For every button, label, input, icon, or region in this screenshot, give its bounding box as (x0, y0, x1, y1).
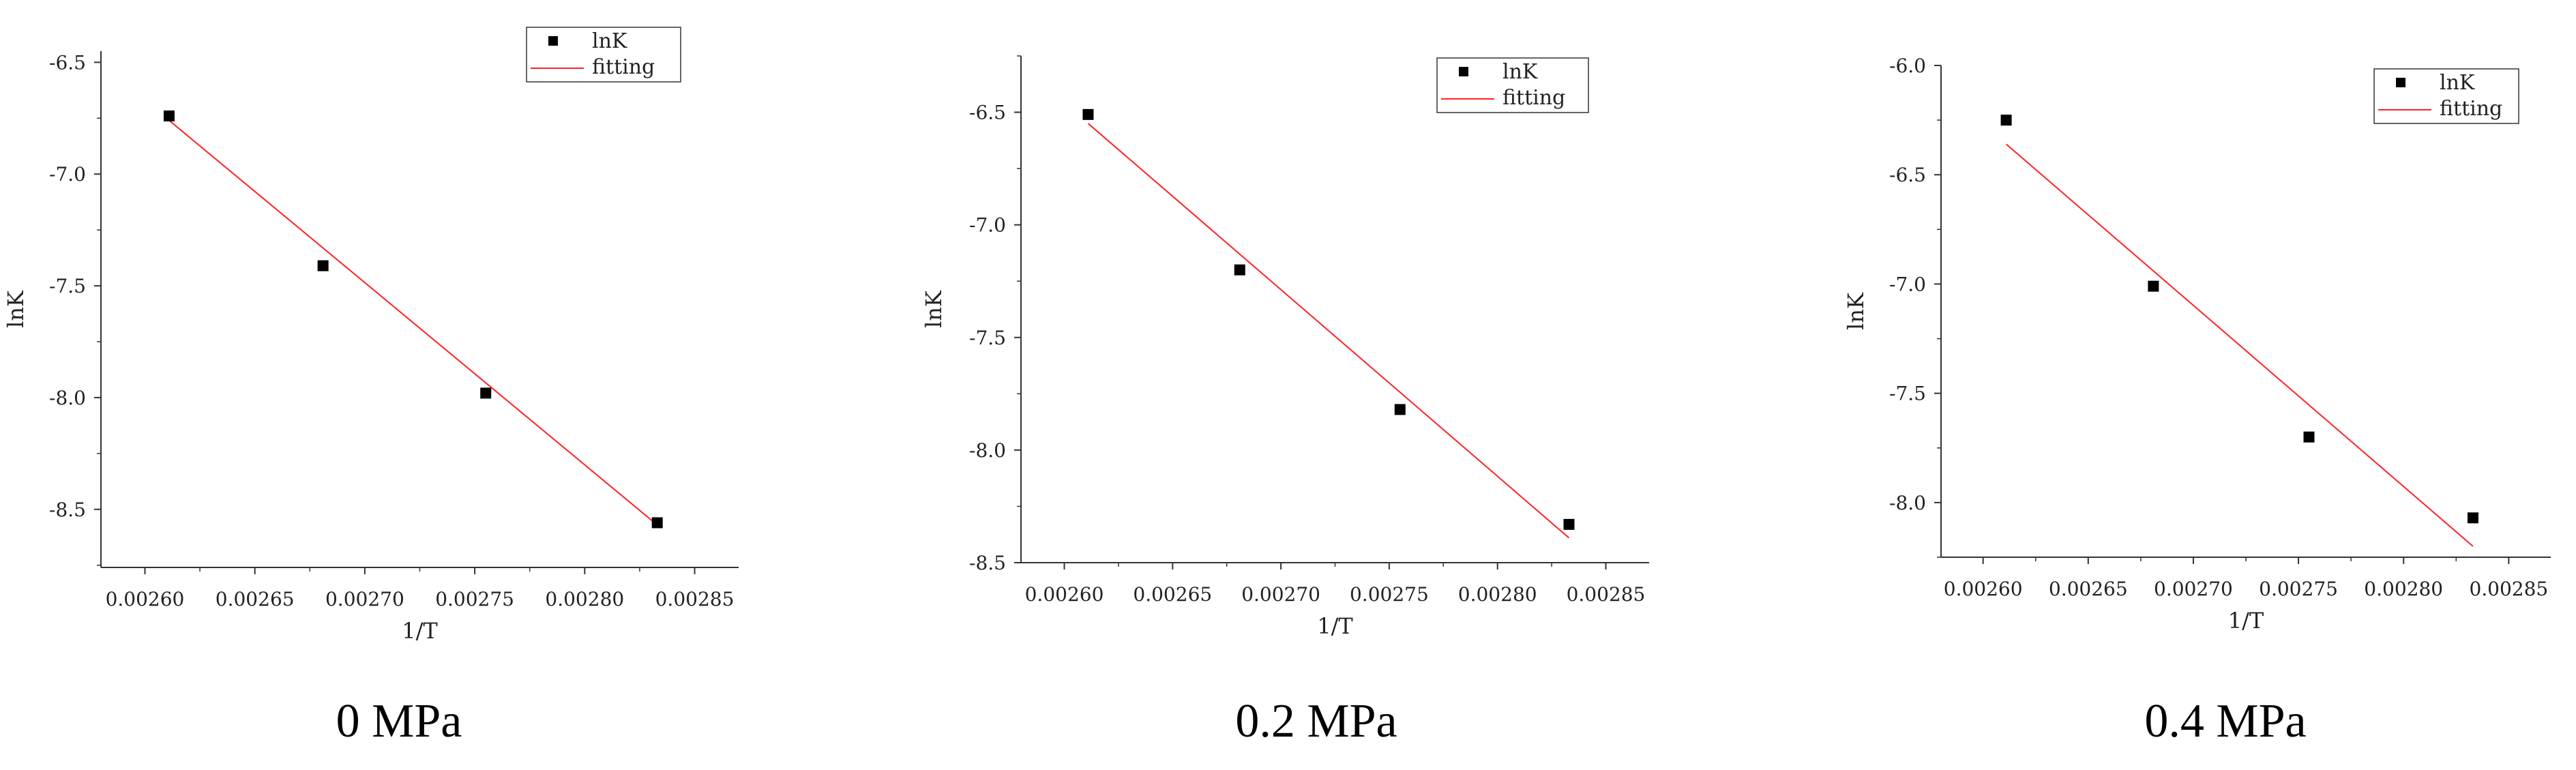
panel-caption: 0.4 MPa (2144, 695, 2306, 747)
y-tick-label: -6.0 (1889, 55, 1926, 77)
legend-label-lnK: lnK (592, 29, 627, 53)
x-tick-label: 0.00285 (1567, 583, 1646, 606)
x-tick-label: 0.00265 (1133, 583, 1212, 606)
fitting-line (2005, 143, 2474, 547)
legend-label-lnK: lnK (2440, 71, 2475, 95)
x-tick-label: 0.00270 (1241, 583, 1320, 606)
data-point (2467, 512, 2478, 524)
x-tick-label: 0.00270 (325, 588, 404, 610)
y-tick-label: -6.5 (969, 102, 1006, 124)
data-point (480, 387, 492, 399)
fitting-line (1087, 123, 1570, 539)
x-tick-label: 0.00260 (1025, 583, 1104, 606)
y-tick-label: -7.5 (1889, 383, 1926, 405)
y-tick-label: -8.0 (49, 387, 86, 409)
y-tick-label: -6.5 (49, 51, 86, 74)
y-tick-label: -7.5 (969, 327, 1006, 349)
data-point (651, 517, 663, 529)
data-point (2303, 431, 2315, 443)
y-tick-label: -8.0 (1889, 492, 1926, 514)
chart-panel-2: -6.5 -7.0 -7.5 -8.0 -8.5 0.00260 0.00265 0.0027… (921, 55, 1649, 747)
chart-panel-1: -6.5 -7.0 -7.5 -8.0 -8.5 0.00260 0.00265 0.0027… (3, 27, 739, 747)
y-tick-label: -7.0 (1889, 273, 1926, 295)
fitting-line (168, 119, 658, 526)
y-tick-label: -8.0 (969, 439, 1006, 462)
data-point (1394, 404, 1406, 415)
x-tick-label: 0.00280 (545, 588, 624, 610)
data-point (1234, 264, 1245, 276)
legend-label-lnK: lnK (1502, 60, 1538, 84)
x-tick-label: 0.00270 (2154, 578, 2233, 600)
chart-panel-3: -6.0 -6.5 -7.0 -7.5 -8.0 0.00260 0.00265 0.0027… (1843, 55, 2551, 747)
data-point (2000, 115, 2012, 126)
y-tick-label: -7.5 (49, 275, 86, 297)
x-tick-label: 0.00275 (2259, 578, 2338, 600)
legend-label-fitting: fitting (2440, 97, 2502, 121)
y-tick-label: -8.5 (969, 552, 1006, 574)
x-tick-label: 0.00260 (106, 588, 185, 610)
legend-marker-lnK (2396, 78, 2405, 87)
data-point (2148, 280, 2159, 292)
y-axis-label: lnK (1843, 292, 1869, 330)
x-axis-label: 1/T (1317, 613, 1353, 639)
data-point (1082, 108, 1094, 120)
x-tick-label: 0.00275 (1350, 583, 1429, 606)
panel-caption: 0 MPa (336, 695, 462, 747)
x-tick-label: 0.00280 (2364, 578, 2443, 600)
x-tick-label: 0.00285 (655, 588, 735, 610)
data-point (317, 260, 329, 271)
x-axis-label: 1/T (2228, 608, 2264, 634)
panel-caption: 0.2 MPa (1235, 695, 1397, 747)
y-tick-label: -6.5 (1889, 164, 1926, 186)
x-axis-label: 1/T (402, 618, 438, 644)
legend-marker-lnK (548, 36, 558, 46)
data-point (1563, 518, 1575, 530)
y-tick-label: -8.5 (49, 499, 86, 521)
data-point (163, 110, 175, 122)
y-tick-label: -7.0 (969, 214, 1006, 237)
x-tick-label: 0.00265 (2049, 578, 2128, 600)
x-tick-label: 0.00280 (1458, 583, 1537, 606)
y-tick-label: -7.0 (49, 163, 86, 186)
legend-label-fitting: fitting (592, 55, 655, 79)
y-axis-label: lnK (921, 290, 947, 328)
x-tick-label: 0.00285 (2469, 578, 2548, 600)
legend-marker-lnK (1459, 67, 1468, 76)
y-axis-label: lnK (3, 290, 29, 328)
legend-label-fitting: fitting (1502, 86, 1565, 110)
x-tick-label: 0.00265 (216, 588, 295, 610)
x-tick-label: 0.00275 (435, 588, 514, 610)
x-tick-label: 0.00260 (1944, 578, 2023, 600)
